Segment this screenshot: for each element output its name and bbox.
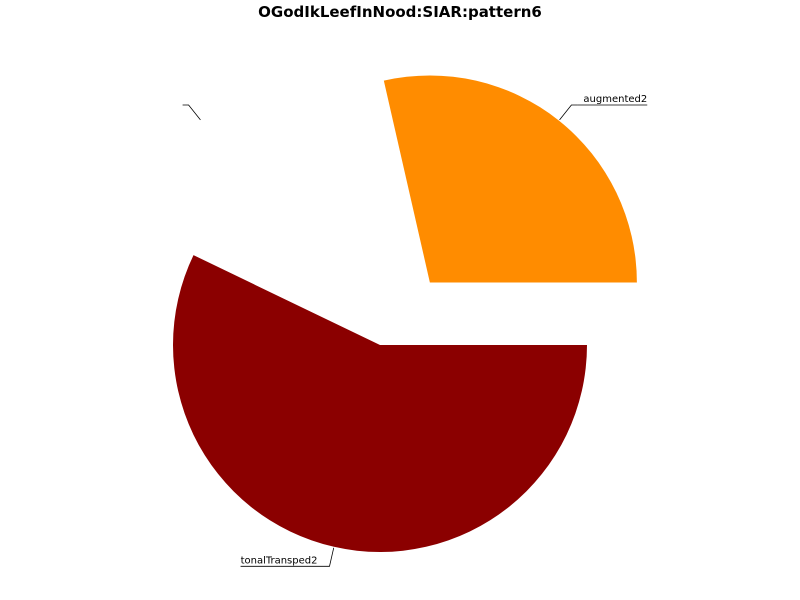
leader-line-augmented2 [559,104,578,121]
chart-title: OGodIkLeefInNood:SIAR:pattern6 [258,3,542,21]
leader-line-blank [182,104,201,121]
slice-label-tonaltransped2: tonalTransped2 [241,555,318,566]
pie-labels: augmented2 tonalTransped2 [241,94,648,566]
pie-leader-lines [182,104,648,567]
leader-line-tonaltransped2 [323,547,335,567]
pie-slice-tonaltransped2 [172,255,587,553]
pie-slices [143,75,637,553]
pie-slice-blank [143,80,331,283]
slice-label-augmented2: augmented2 [583,94,647,105]
pie-slice-augmented2 [383,75,637,283]
